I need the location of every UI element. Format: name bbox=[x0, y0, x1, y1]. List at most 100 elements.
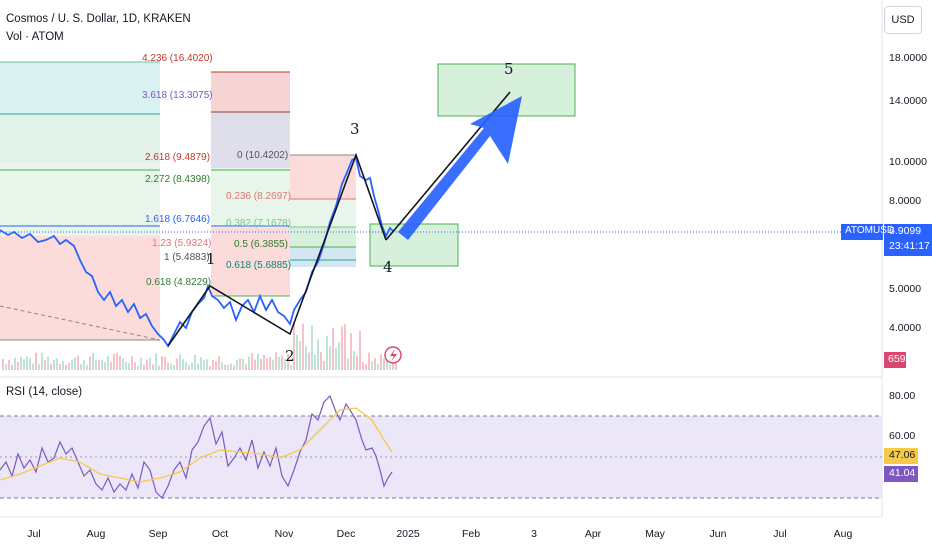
volume-label[interactable]: Vol · ATOM bbox=[6, 31, 64, 43]
volume-bar bbox=[155, 353, 157, 370]
wave-label-4: 4 bbox=[383, 258, 393, 276]
volume-bar bbox=[8, 359, 10, 370]
fib-label: 0.618 (4.8229) bbox=[146, 277, 212, 288]
volume-bar bbox=[197, 363, 199, 370]
fib-retracement-zones bbox=[290, 154, 356, 267]
volume-bar bbox=[17, 362, 19, 370]
rsi-tick: 60.00 bbox=[889, 430, 916, 442]
volume-bar bbox=[191, 362, 193, 370]
volume-bar bbox=[230, 363, 232, 370]
volume-bar bbox=[86, 365, 88, 370]
volume-bar bbox=[89, 356, 91, 370]
time-label: Aug bbox=[833, 528, 853, 540]
time-label: Jun bbox=[709, 528, 727, 540]
volume-bar bbox=[281, 355, 283, 370]
price-tag-bg bbox=[884, 224, 932, 256]
time-label: 3 bbox=[531, 528, 537, 540]
currency-button[interactable]: USD bbox=[884, 6, 922, 34]
volume-bar bbox=[77, 355, 79, 370]
volume-bar bbox=[140, 357, 142, 370]
volume-bar bbox=[284, 358, 286, 370]
fib-label: 1 (5.4883) bbox=[164, 252, 210, 263]
volume-bar bbox=[29, 358, 31, 370]
time-label: Feb bbox=[461, 528, 481, 540]
volume-bar bbox=[383, 358, 385, 370]
symbol-title[interactable]: Cosmos / U. S. Dollar, 1D, KRAKEN bbox=[6, 13, 191, 25]
volume-bar bbox=[338, 342, 340, 370]
volume-bar bbox=[293, 322, 295, 370]
fib-label: 2.618 (9.4879) bbox=[145, 152, 211, 163]
volume-bar bbox=[302, 323, 304, 370]
volume-bar bbox=[248, 356, 250, 370]
volume-bar bbox=[296, 334, 298, 370]
volume-bar bbox=[359, 330, 361, 370]
volume-bar bbox=[377, 364, 379, 370]
volume-tag: 659 bbox=[888, 353, 906, 365]
volume-bar bbox=[152, 364, 154, 370]
volume-bar bbox=[125, 361, 127, 370]
volume-bar bbox=[161, 356, 163, 370]
volume-bar bbox=[98, 359, 100, 370]
volume-bar bbox=[20, 356, 22, 370]
volume-bar bbox=[122, 358, 124, 370]
time-label: Jul bbox=[773, 528, 787, 540]
volume-bar bbox=[176, 358, 178, 370]
volume-bar bbox=[350, 333, 352, 370]
volume-bar bbox=[173, 364, 175, 370]
symbol-tag: ATOMUSD bbox=[845, 225, 895, 236]
volume-bar bbox=[146, 359, 148, 370]
volume-bar bbox=[185, 362, 187, 370]
volume-bar bbox=[71, 359, 73, 370]
volume-bar bbox=[41, 352, 43, 370]
volume-bar bbox=[218, 355, 220, 370]
volume-bar bbox=[137, 365, 139, 370]
volume-bar bbox=[374, 358, 376, 370]
wave-label-3: 3 bbox=[350, 120, 360, 138]
fib-label: 4.236 (16.4020) bbox=[142, 53, 213, 64]
volume-bar bbox=[305, 346, 307, 370]
volume-bar bbox=[251, 353, 253, 370]
wave-label-5: 5 bbox=[504, 60, 514, 78]
rsi-title[interactable]: RSI (14, close) bbox=[6, 386, 83, 398]
volume-bar bbox=[110, 362, 112, 370]
price-line bbox=[0, 156, 395, 348]
volume-bar bbox=[317, 339, 319, 370]
volume-bar bbox=[236, 359, 238, 370]
volume-bar bbox=[116, 353, 118, 370]
volume-bar bbox=[371, 361, 373, 370]
events-icon bbox=[384, 346, 402, 364]
volume-bar bbox=[341, 326, 343, 370]
volume-bar bbox=[254, 359, 256, 370]
price-tick: 8.0000 bbox=[889, 195, 922, 207]
elliott-wave-line bbox=[167, 152, 387, 347]
time-label: Apr bbox=[584, 528, 602, 540]
rsi-value-tag: 41.04 bbox=[889, 467, 916, 479]
volume-bar bbox=[263, 354, 265, 370]
time-label: Aug bbox=[86, 528, 106, 540]
volume-tag-bg bbox=[884, 352, 906, 368]
volume-bar bbox=[164, 356, 166, 370]
time-label: Sep bbox=[148, 528, 168, 540]
volume-bar bbox=[68, 362, 70, 370]
wave-label-2: 2 bbox=[285, 347, 295, 365]
volume-bar bbox=[362, 362, 364, 370]
volume-bar bbox=[203, 360, 205, 370]
price-tick: 18.0000 bbox=[889, 52, 927, 64]
fib-label: 0.618 (5.6885) bbox=[226, 260, 292, 271]
fib-label: 2.272 (8.4398) bbox=[145, 174, 211, 185]
volume-bar bbox=[11, 364, 13, 370]
volume-bar bbox=[194, 354, 196, 370]
fib-extension-zones-mid bbox=[211, 71, 290, 297]
volume-bar bbox=[23, 359, 25, 370]
fib-extension-zones bbox=[0, 61, 160, 341]
projection-arrow bbox=[398, 96, 522, 240]
volume-bar bbox=[188, 365, 190, 370]
volume-bar bbox=[272, 359, 274, 370]
volume-bar bbox=[389, 364, 391, 370]
volume-bar bbox=[308, 352, 310, 370]
current-price-tag: 6.9099 bbox=[889, 225, 922, 237]
volume-bar bbox=[329, 346, 331, 370]
volume-bar bbox=[392, 360, 394, 370]
time-label: Dec bbox=[336, 528, 356, 540]
